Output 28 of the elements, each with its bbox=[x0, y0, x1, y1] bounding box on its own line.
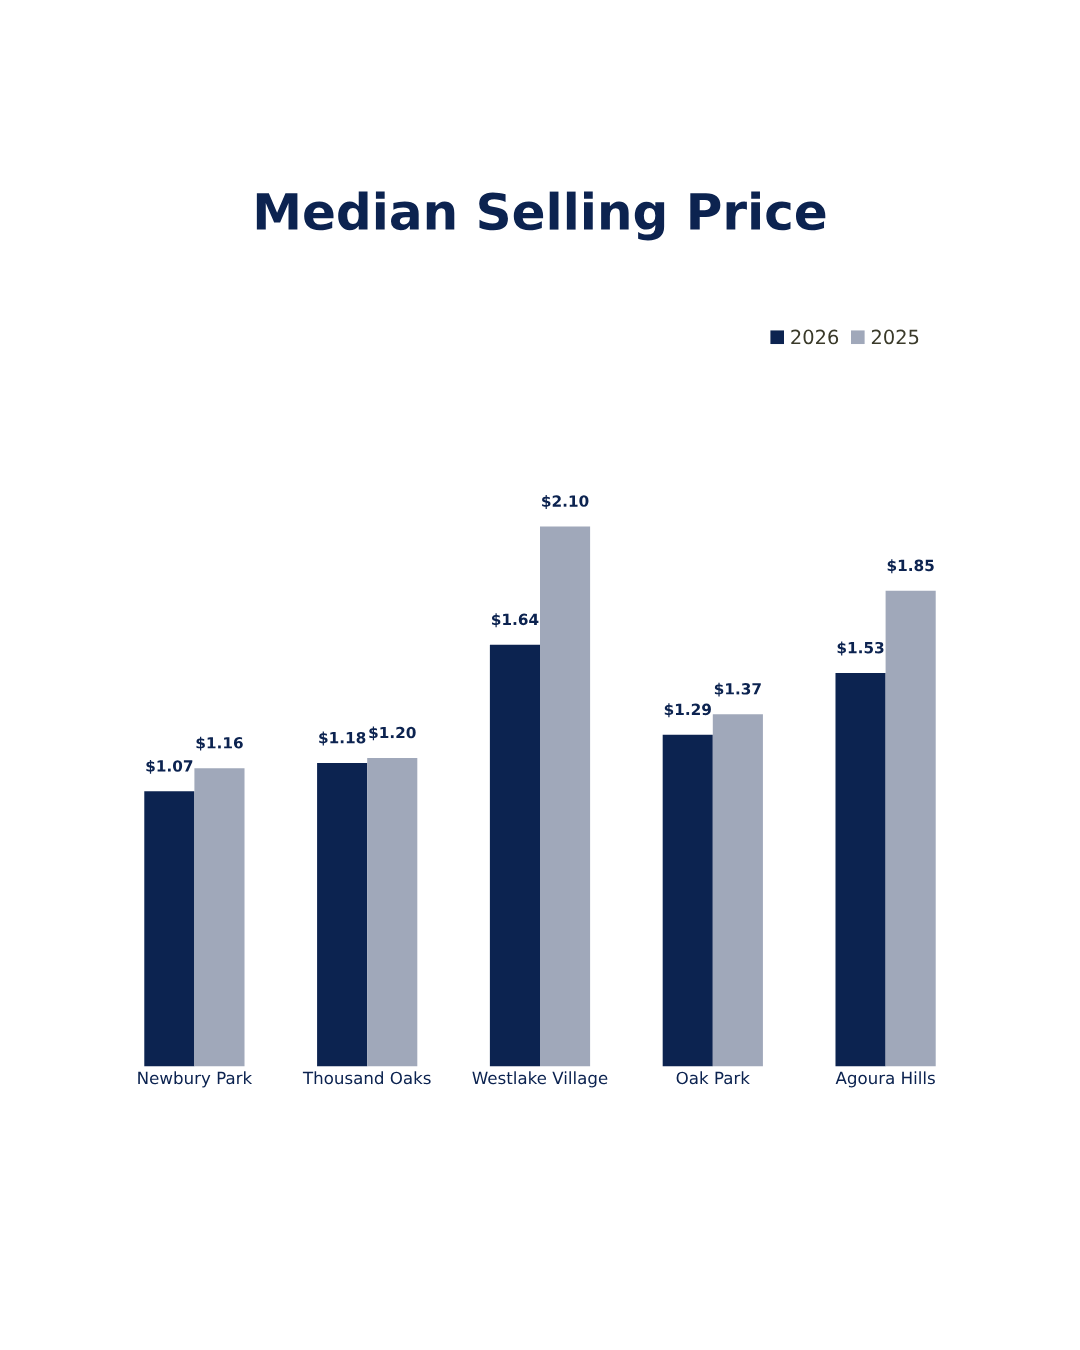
data-label: $1.85 bbox=[887, 559, 934, 574]
data-label: $1.20 bbox=[369, 726, 416, 741]
x-tick-label: Agoura Hills bbox=[835, 1071, 935, 1088]
data-label: $2.10 bbox=[542, 495, 589, 509]
bar bbox=[540, 526, 591, 1067]
data-label: $1.37 bbox=[714, 682, 761, 697]
bar bbox=[885, 590, 936, 1067]
legend-label: 2025 bbox=[871, 329, 919, 345]
data-label: $1.07 bbox=[146, 759, 193, 774]
legend-label: 2026 bbox=[791, 329, 839, 345]
x-tick-label: Oak Park bbox=[676, 1071, 750, 1085]
data-label: $1.16 bbox=[196, 736, 243, 751]
bar bbox=[662, 734, 713, 1067]
x-tick-label: Newbury Park bbox=[138, 1071, 253, 1088]
chart-title: Median Selling Price bbox=[256, 191, 826, 241]
bar bbox=[712, 714, 763, 1067]
bar bbox=[367, 757, 418, 1067]
x-tick-label: Thousand Oaks bbox=[302, 1071, 431, 1085]
bar bbox=[317, 763, 368, 1067]
bar bbox=[489, 644, 540, 1067]
data-label: $1.53 bbox=[837, 641, 884, 656]
x-tick-label: Westlake Village bbox=[472, 1071, 608, 1088]
data-label: $1.64 bbox=[491, 613, 539, 628]
data-label: $1.18 bbox=[319, 731, 366, 746]
bar bbox=[144, 791, 195, 1067]
bar bbox=[194, 768, 245, 1067]
bar bbox=[835, 673, 886, 1067]
data-label: $1.29 bbox=[664, 703, 711, 718]
